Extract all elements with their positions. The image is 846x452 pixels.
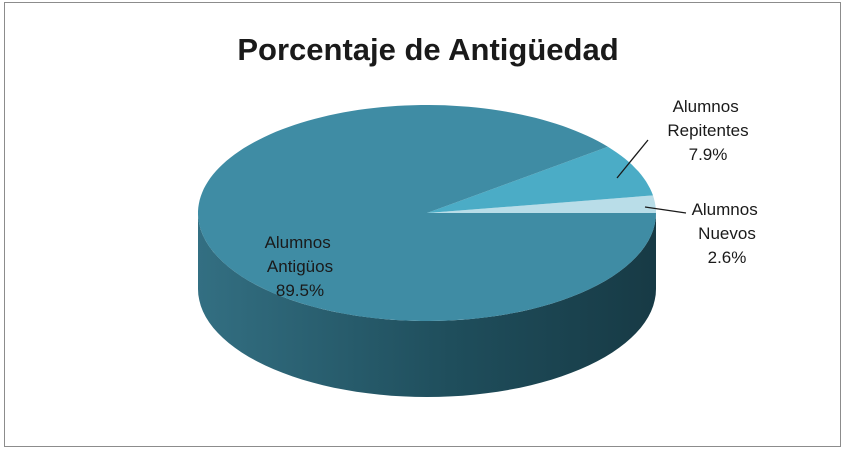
data-label-value: 7.9% <box>689 145 728 164</box>
data-label-name: Alumnos Repitentes <box>667 97 748 140</box>
pie-side <box>198 213 656 397</box>
data-label-name: Alumnos Antigüos <box>265 233 336 276</box>
data-label-value: 2.6% <box>708 248 747 267</box>
pie-slice <box>427 146 653 213</box>
data-label-name: Alumnos Nuevos <box>692 200 763 243</box>
pie-slice <box>198 105 656 321</box>
leader-line <box>616 139 649 179</box>
data-label-value: 89.5% <box>276 281 324 300</box>
pie-slice <box>427 195 656 213</box>
leader-line <box>644 206 687 214</box>
chart-title: Porcentaje de Antigüedad <box>237 32 618 67</box>
